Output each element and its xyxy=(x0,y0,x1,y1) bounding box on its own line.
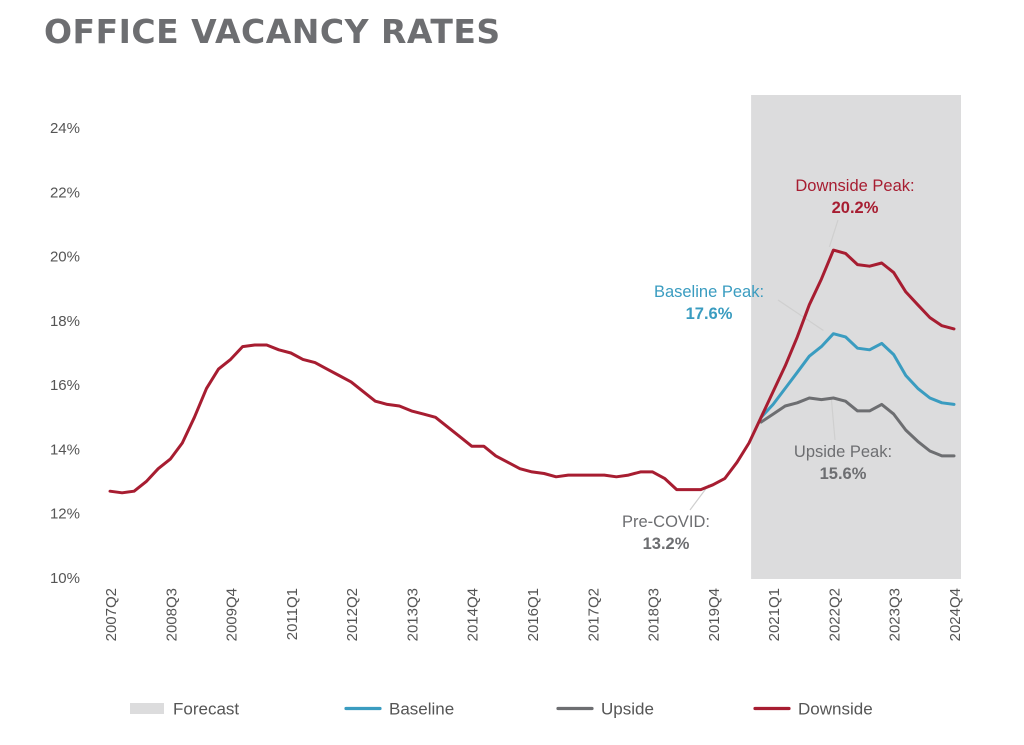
annotation-value: 15.6% xyxy=(820,465,867,483)
y-tick-label: 24% xyxy=(50,120,80,137)
legend-label: Upside xyxy=(601,700,654,719)
annotation-leader xyxy=(828,219,839,248)
x-tick-label: 2016Q1 xyxy=(525,588,542,641)
x-axis: 2007Q2 2008Q3 2009Q4 2011Q1 2012Q2 2013Q3 2014… xyxy=(103,588,964,641)
series-baseline-line xyxy=(759,332,956,419)
legend: Forecast Baseline Upside Downside xyxy=(130,700,873,719)
x-tick-label: 2022Q2 xyxy=(826,588,843,641)
x-tick-label: 2024Q4 xyxy=(947,588,964,641)
annotation-leader xyxy=(777,299,824,331)
annotation-value: 20.2% xyxy=(832,199,879,217)
x-tick-label: 2007Q2 xyxy=(103,588,120,641)
legend-label: Downside xyxy=(798,700,873,719)
y-tick-label: 22% xyxy=(50,184,80,201)
annotation-label: Baseline Peak: xyxy=(654,283,764,301)
forecast-shading xyxy=(751,95,961,579)
legend-label: Forecast xyxy=(173,700,239,719)
annotation-leader xyxy=(830,399,836,441)
y-tick-label: 16% xyxy=(50,377,80,394)
x-tick-label: 2017Q2 xyxy=(585,588,602,641)
series-lines xyxy=(108,248,956,495)
x-tick-label: 2023Q3 xyxy=(887,588,904,641)
x-tick-label: 2019Q4 xyxy=(706,588,723,641)
x-tick-label: 2011Q1 xyxy=(284,588,301,640)
x-tick-label: 2014Q4 xyxy=(465,588,482,641)
y-tick-label: 18% xyxy=(50,313,80,330)
y-tick-label: 12% xyxy=(50,506,80,523)
y-tick-label: 10% xyxy=(50,570,80,587)
legend-swatch-forecast xyxy=(130,703,164,714)
annotation-value: 17.6% xyxy=(686,305,733,323)
chart-title: OFFICE VACANCY RATES xyxy=(44,12,501,51)
x-tick-label: 2008Q3 xyxy=(163,588,180,641)
series-downside-line xyxy=(108,248,956,495)
annotations: Downside Peak: 20.2% Baseline Peak: 17.6% Up… xyxy=(622,177,915,553)
legend-label: Baseline xyxy=(389,700,454,719)
x-tick-label: 2009Q4 xyxy=(224,588,241,641)
y-axis: 10% 12% 14% 16% 18% 20% 22% 24% xyxy=(50,120,80,587)
annotation-label: Pre-COVID: xyxy=(622,513,710,531)
x-tick-label: 2021Q1 xyxy=(766,588,783,641)
x-tick-label: 2012Q2 xyxy=(344,588,361,641)
series-upside-line xyxy=(759,396,956,458)
x-tick-label: 2018Q3 xyxy=(646,588,663,641)
y-tick-label: 14% xyxy=(50,441,80,458)
annotation-label: Downside Peak: xyxy=(795,177,914,195)
annotation-value: 13.2% xyxy=(643,535,690,553)
annotation-label: Upside Peak: xyxy=(794,443,892,461)
y-tick-label: 20% xyxy=(50,249,80,266)
x-tick-label: 2013Q3 xyxy=(404,588,421,641)
